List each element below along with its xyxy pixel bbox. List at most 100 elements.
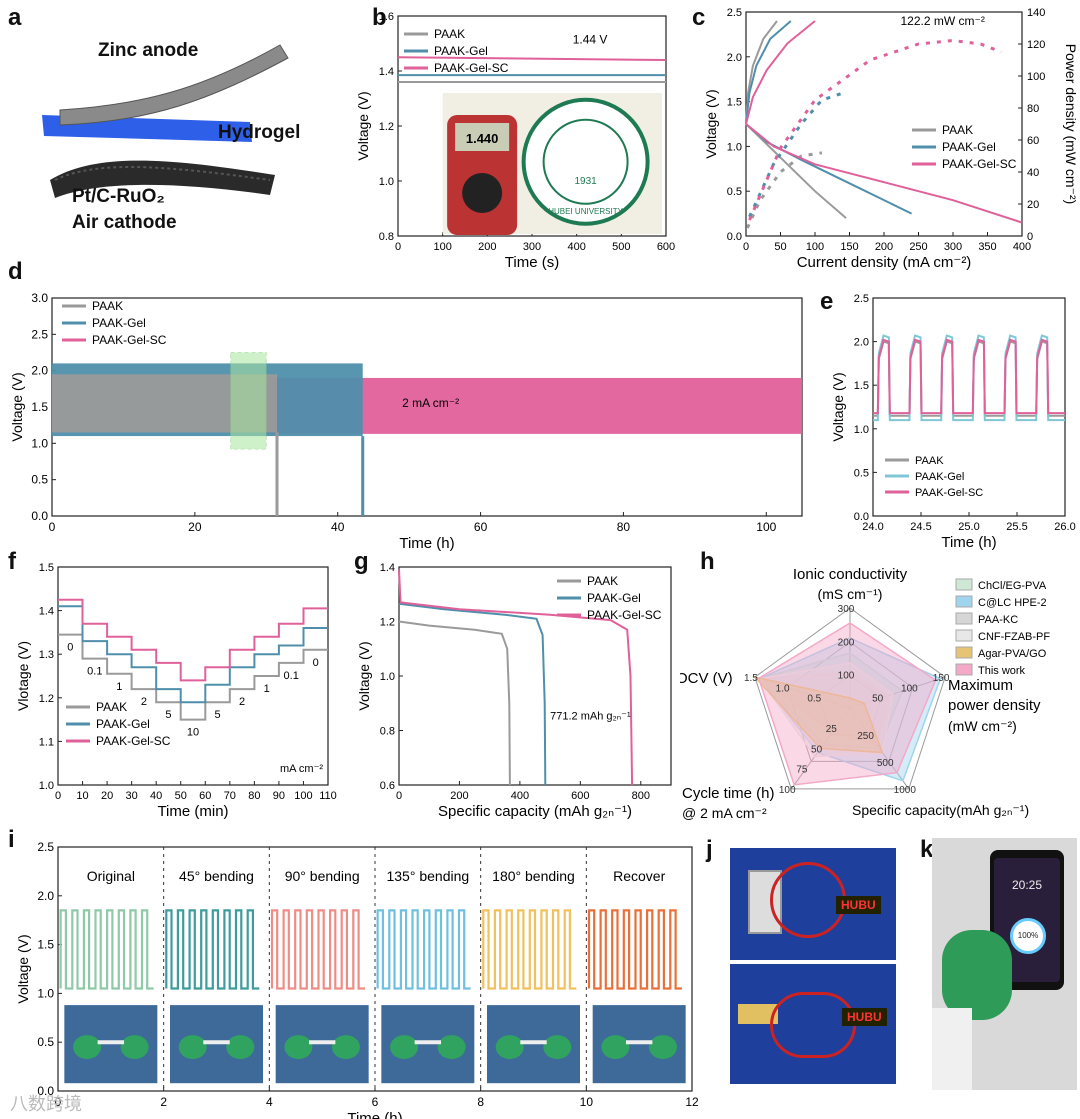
- bending-trace-2: [270, 909, 365, 990]
- radar-axis-power-unit: (mW cm⁻²): [948, 718, 1017, 734]
- panel-label-k: k: [920, 836, 934, 863]
- y-tick-label: 1.2: [39, 693, 54, 705]
- discharge-curve-PAAK-Gel-SC: [398, 569, 634, 786]
- radar-legend-swatch: [955, 663, 973, 676]
- x-tick-label: 100: [806, 241, 824, 253]
- y-tick-label: 1.0: [380, 671, 395, 683]
- multimeter-dial: [462, 173, 503, 213]
- cycle-trace-PAAK: [873, 340, 1065, 417]
- y-tick-label: 2.0: [31, 364, 48, 378]
- legend-label: PAAK: [587, 574, 618, 588]
- x-tick-label: 400: [1013, 241, 1031, 253]
- current-step-label: 5: [214, 709, 220, 721]
- radar-tick-label: 1.0: [776, 683, 790, 694]
- radar-tick-label: 50: [811, 744, 823, 755]
- y-tick-label: 1.4: [380, 562, 395, 574]
- y-tick-label: 1.5: [39, 562, 54, 574]
- x-tick-label: 80: [248, 790, 260, 802]
- y-tick-label: 3.0: [31, 291, 48, 305]
- x-tick-label: 0: [743, 241, 749, 253]
- y2-tick-label: 40: [1027, 167, 1039, 179]
- left-glove: [178, 1035, 207, 1060]
- current-step-label: 0.1: [284, 670, 299, 682]
- power-curve-PAAK-Gel: [748, 90, 847, 218]
- x-tick-label: 400: [567, 241, 585, 253]
- legend-label: PAAK: [915, 455, 944, 467]
- x-tick-label: 100: [756, 520, 776, 534]
- x-tick-label: 25.0: [958, 521, 979, 533]
- battery-stack: [738, 1004, 778, 1024]
- rate-trace-PAAK-Gel: [58, 605, 328, 704]
- x-tick-label: 200: [450, 790, 468, 802]
- y2-tick-label: 0: [1027, 231, 1033, 243]
- series-line-PAAK-Gel-SC: [397, 56, 667, 61]
- y-tick-label: 2.0: [727, 52, 742, 64]
- x-tick-label: 80: [617, 520, 631, 534]
- radar-legend-label: This work: [978, 665, 1026, 677]
- y-tick-label: 0.5: [854, 467, 869, 479]
- legend-label: PAAK: [92, 299, 123, 313]
- radar-legend-swatch: [955, 612, 973, 625]
- flexible-battery: [203, 1040, 230, 1045]
- radar-spoke: [849, 676, 946, 709]
- y2-tick-label: 20: [1027, 199, 1039, 211]
- y2-tick-label: 140: [1027, 7, 1045, 19]
- x-tick-label: 60: [199, 790, 211, 802]
- y-axis-label: Voltage (V): [9, 372, 25, 441]
- x-tick-label: 800: [632, 790, 650, 802]
- x-tick-label: 350: [978, 241, 996, 253]
- x-tick-label: 90: [273, 790, 285, 802]
- seal-year: 1931: [574, 176, 597, 187]
- current-step-label: 10: [187, 727, 199, 739]
- radar-legend-swatch: [955, 629, 973, 642]
- y-tick-label: 0.5: [727, 186, 742, 198]
- radar-tick-label: 1000: [894, 785, 917, 796]
- panel-label-j: j: [706, 836, 713, 863]
- radar-tick-label: 0.5: [807, 694, 821, 705]
- led-panel-1: HUBU: [836, 896, 881, 914]
- segment-label: 90° bending: [285, 868, 360, 884]
- radar-legend-label: CNF-FZAB-PF: [978, 631, 1050, 643]
- radar-grid: [754, 607, 946, 790]
- cycle-trace-PAAK-Gel: [873, 334, 1065, 422]
- x-axis-label: Time (min): [157, 803, 228, 820]
- annotation-current: 2 mA cm⁻²: [402, 396, 459, 410]
- panel-label-g: g: [354, 548, 369, 575]
- discharge-curve-PAAK-Gel: [398, 602, 547, 786]
- x-tick-label: 26.0: [1054, 521, 1075, 533]
- photo-led-1: HUBU: [730, 848, 896, 960]
- discharge-curve-PAAK-Gel-SC: [745, 123, 1023, 224]
- segment-label: Original: [87, 868, 135, 884]
- y-axis-label: Voltage (V): [703, 89, 719, 158]
- chart-e: 24.0 24.5 25.0 25.5 26.0 0.0 0.5 1.0 1.5 2.0 2.5 Ti…: [830, 293, 1076, 551]
- radar-legend-label: C@LC HPE-2: [978, 597, 1047, 609]
- radar-axis-cycle-2: @ 2 mA cm⁻²: [682, 805, 767, 821]
- wire-loop: [770, 862, 846, 938]
- legend-label: PAAK-Gel: [92, 316, 146, 330]
- x-axis-label: Time (h): [347, 1110, 402, 1119]
- radar-tick-label: 200: [838, 637, 855, 648]
- y-tick-label: 0.0: [854, 511, 869, 523]
- bending-trace-0: [59, 909, 154, 990]
- y-tick-label: 2.5: [31, 327, 48, 341]
- legend-label: PAAK-Gel: [96, 717, 150, 731]
- cathode-mesh: [54, 166, 271, 181]
- radar-tick-label: 100: [838, 671, 855, 682]
- power-curve-PAAK-Gel-SC: [748, 38, 1002, 221]
- right-glove: [648, 1035, 677, 1060]
- y-tick-label: 0.5: [31, 473, 48, 487]
- legend-label: PAAK-Gel-SC: [915, 487, 983, 499]
- segment-label: Recover: [613, 868, 665, 884]
- radar-legend-label: PAA-KC: [978, 614, 1018, 626]
- flexible-battery: [520, 1040, 547, 1045]
- left-glove: [601, 1035, 630, 1060]
- y-axis-label: Voltage (V): [355, 91, 371, 160]
- legend-label: PAAK-Gel-SC: [434, 61, 509, 75]
- multimeter-reading: 1.440: [466, 131, 499, 146]
- x-tick-label: 6: [372, 1095, 379, 1109]
- discharge-curve-PAAK: [398, 620, 511, 786]
- radar-grid: [818, 674, 882, 736]
- right-glove: [543, 1035, 572, 1060]
- battery-schematic: [42, 44, 289, 198]
- radar-legend-label: Agar-PVA/GO: [978, 648, 1047, 660]
